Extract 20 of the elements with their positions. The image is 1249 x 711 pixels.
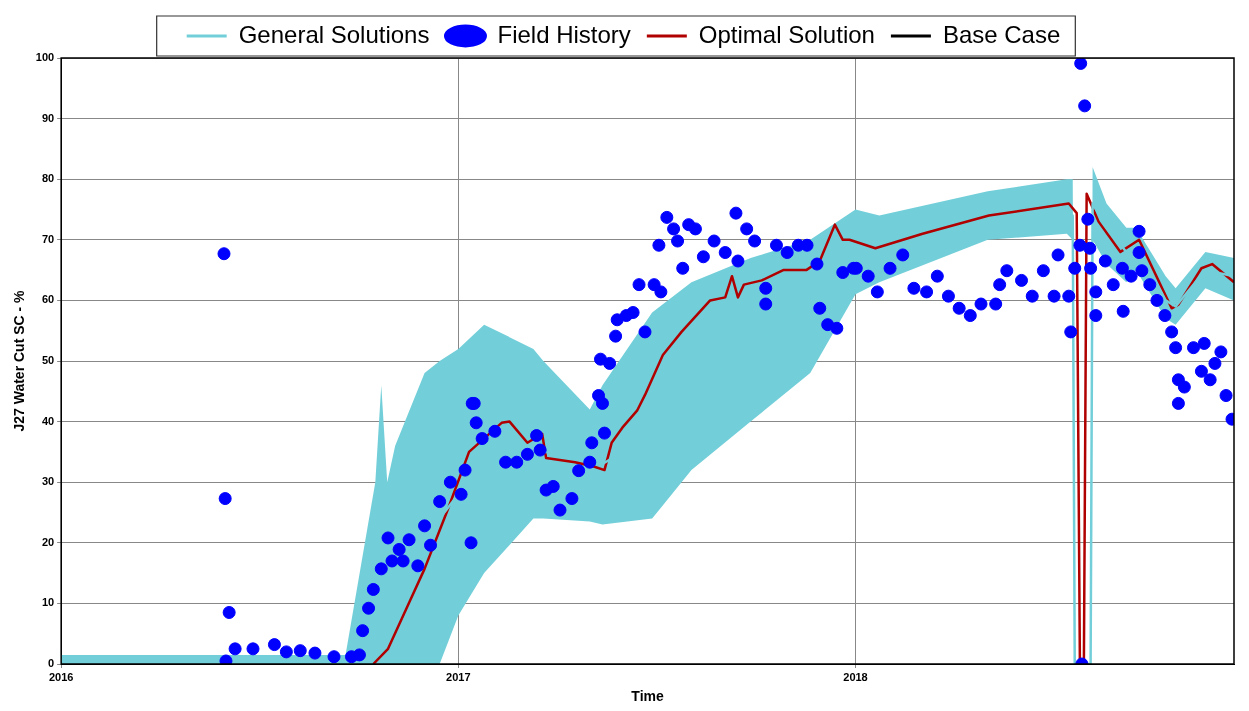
x-tick-label: 2016 [48,670,74,683]
y-tick-label: 10 [41,596,55,609]
y-tick-label: 50 [41,354,55,367]
y-tick-label: 40 [41,414,55,427]
legend-label: Field History [497,20,631,48]
x-axis-title: Time [631,688,664,705]
y-tick-label: 100 [35,51,55,64]
y-tick-label: 90 [41,111,55,124]
x-tick-label: 2017 [446,670,471,683]
y-tick-label: 30 [41,475,55,488]
y-tick-label: 60 [41,293,55,306]
y-tick-label: 0 [48,657,55,670]
legend-label: General Solutions [238,20,430,48]
x-tick-label: 2018 [843,670,868,683]
y-axis-title: J27 Water Cut SC - % [11,289,28,432]
y-tick-label: 70 [41,232,55,245]
y-tick-label: 20 [41,535,55,548]
legend-label: Base Case [942,20,1061,48]
y-tick-label: 80 [41,172,55,185]
legend-label: Optimal Solution [698,20,875,48]
